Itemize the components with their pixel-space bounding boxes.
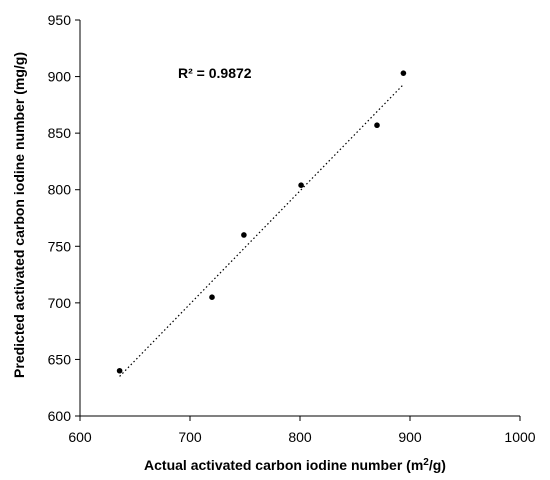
- y-tick-label: 950: [48, 12, 72, 28]
- x-tick-label: 700: [178, 429, 202, 445]
- x-axis-title-tail: /g): [429, 457, 446, 473]
- y-tick-label: 800: [48, 182, 72, 198]
- r-squared-annotation: R² = 0.9872: [178, 65, 252, 81]
- x-axis-title: Actual activated carbon iodine number (m…: [144, 457, 446, 474]
- y-axis-title: Predicted activated carbon iodine number…: [11, 52, 27, 378]
- trendline: [119, 84, 404, 377]
- data-point: [374, 122, 380, 129]
- x-axis-title-main: Actual activated carbon iodine number (m: [144, 457, 423, 473]
- x-tick-label: 800: [288, 429, 312, 445]
- x-axis-title-superscript: 2: [423, 457, 429, 468]
- data-point: [209, 294, 215, 301]
- y-tick-label: 650: [48, 351, 72, 367]
- data-point: [241, 232, 247, 238]
- data-point: [116, 367, 123, 374]
- y-axis-ticks: 600 650 700 750 800 850 900 950: [48, 12, 80, 424]
- y-tick-label: 750: [48, 238, 72, 254]
- x-tick-label: 900: [398, 429, 422, 445]
- data-point: [298, 182, 304, 188]
- y-tick-label: 700: [48, 295, 72, 311]
- data-point: [400, 70, 407, 76]
- data-points: [116, 70, 407, 374]
- y-tick-label: 900: [48, 69, 72, 85]
- y-tick-label: 850: [48, 125, 72, 141]
- x-tick-label: 1000: [504, 429, 535, 445]
- y-tick-label: 600: [48, 408, 72, 424]
- x-tick-label: 600: [68, 429, 92, 445]
- x-axis-ticks: 600 700 800 900 1000: [68, 416, 536, 445]
